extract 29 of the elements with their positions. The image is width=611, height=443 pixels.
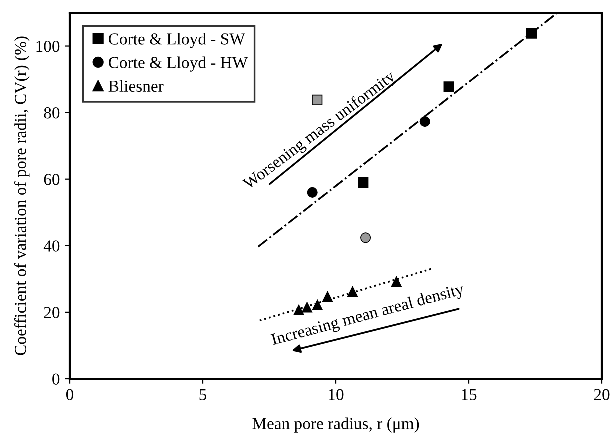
x-tick-label: 0	[66, 389, 74, 400]
point	[312, 300, 323, 310]
point	[322, 292, 334, 302]
x-tick-label: 20	[594, 389, 610, 400]
y-tick-label: 20	[44, 307, 60, 318]
point	[358, 177, 369, 188]
x-tick-label: 15	[462, 389, 477, 400]
legend-label: Bliesner	[108, 80, 164, 92]
point	[312, 94, 323, 106]
x-tick-label: 10	[329, 389, 344, 400]
legend-label: Corte & Lloyd - HW	[109, 56, 248, 72]
legend-label: Corte & Lloyd - SW	[109, 33, 246, 48]
y-tick-label: 40	[44, 240, 60, 252]
y-tick-label: 0	[52, 374, 60, 385]
y-tick-label: 100	[36, 40, 60, 52]
point	[294, 304, 304, 316]
y-tick-label: 60	[44, 174, 60, 186]
point	[420, 116, 430, 128]
point	[307, 187, 318, 198]
point	[360, 232, 372, 244]
x-axis-title: Mean pore radius, r (μm)	[252, 418, 420, 433]
point	[444, 82, 454, 92]
point	[347, 286, 358, 298]
point	[302, 302, 313, 313]
y-tick-label: 80	[44, 108, 60, 119]
point	[391, 276, 402, 288]
y-axis-title: Coefficient of variation of pore radii, CV(r) (%)	[14, 36, 30, 356]
x-tick-label: 5	[200, 389, 207, 400]
annotation: Increasing mean areal density	[270, 282, 466, 349]
